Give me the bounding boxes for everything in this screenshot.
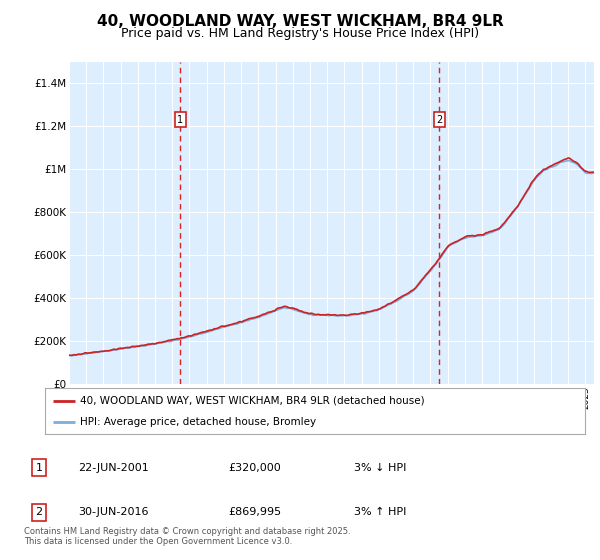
Text: 40, WOODLAND WAY, WEST WICKHAM, BR4 9LR: 40, WOODLAND WAY, WEST WICKHAM, BR4 9LR (97, 14, 503, 29)
Text: 1: 1 (35, 463, 43, 473)
Text: 30-JUN-2016: 30-JUN-2016 (78, 507, 149, 517)
Text: 22-JUN-2001: 22-JUN-2001 (78, 463, 149, 473)
Text: 3% ↑ HPI: 3% ↑ HPI (354, 507, 406, 517)
Text: 2: 2 (35, 507, 43, 517)
Text: 40, WOODLAND WAY, WEST WICKHAM, BR4 9LR (detached house): 40, WOODLAND WAY, WEST WICKHAM, BR4 9LR … (80, 396, 425, 406)
Text: Contains HM Land Registry data © Crown copyright and database right 2025.
This d: Contains HM Land Registry data © Crown c… (24, 526, 350, 546)
Text: £320,000: £320,000 (228, 463, 281, 473)
Text: £869,995: £869,995 (228, 507, 281, 517)
Text: Price paid vs. HM Land Registry's House Price Index (HPI): Price paid vs. HM Land Registry's House … (121, 27, 479, 40)
Text: 3% ↓ HPI: 3% ↓ HPI (354, 463, 406, 473)
Text: HPI: Average price, detached house, Bromley: HPI: Average price, detached house, Brom… (80, 417, 316, 427)
Text: 2: 2 (436, 115, 442, 124)
Text: 1: 1 (178, 115, 184, 124)
